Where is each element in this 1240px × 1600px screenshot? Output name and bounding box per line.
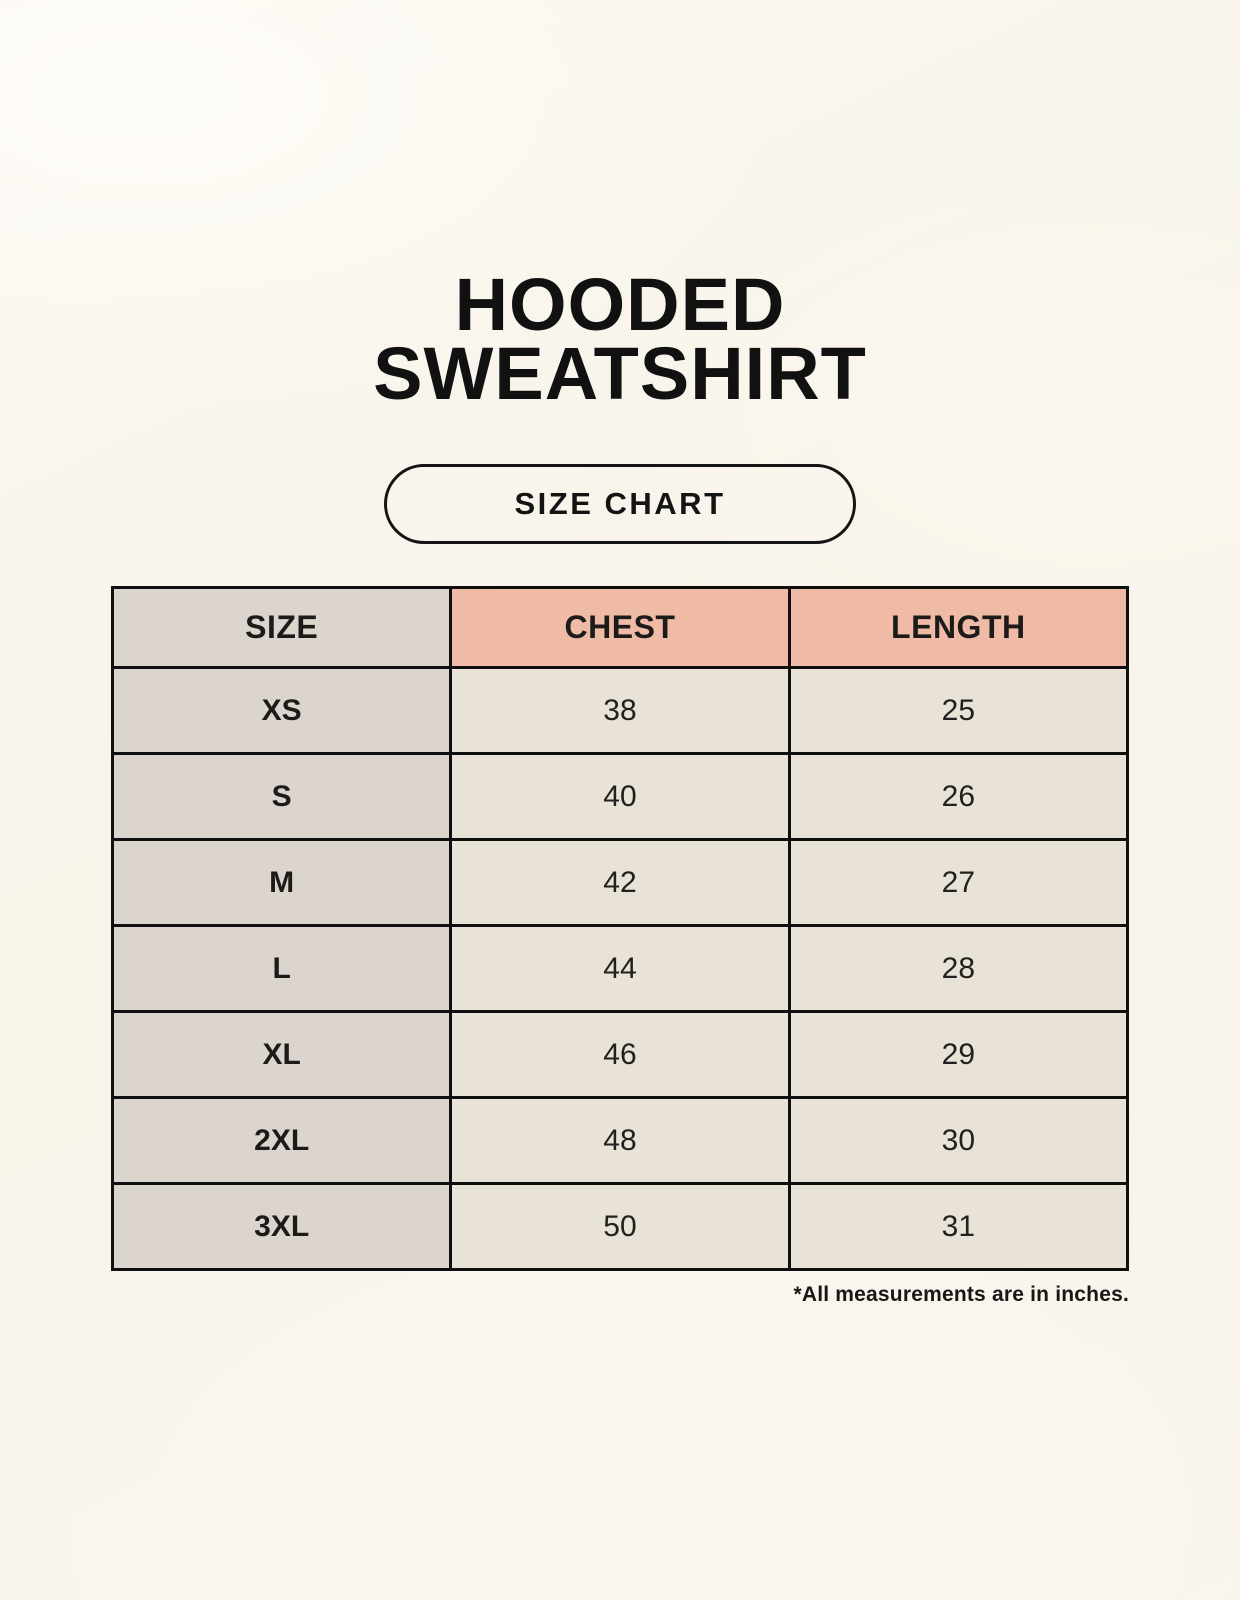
- column-header-chest: CHEST: [449, 586, 791, 669]
- size-cell: XS: [110, 666, 453, 755]
- table-row: 3XL 50 31: [110, 1182, 1130, 1271]
- size-chart-table-container: SIZE CHEST LENGTH XS 38 25 S 40 26 M: [110, 586, 1130, 1307]
- size-chart-badge[interactable]: SIZE CHART: [384, 464, 856, 544]
- length-cell: 28: [787, 924, 1130, 1013]
- size-cell: S: [110, 752, 453, 841]
- size-cell: 3XL: [110, 1182, 453, 1271]
- table-row: S 40 26: [110, 752, 1130, 841]
- size-cell: 2XL: [110, 1096, 453, 1185]
- column-header-length: LENGTH: [787, 586, 1130, 669]
- size-cell: M: [110, 838, 453, 927]
- chest-cell: 48: [449, 1096, 791, 1185]
- table-row: XS 38 25: [110, 666, 1130, 755]
- chest-cell: 40: [449, 752, 791, 841]
- page-title: HOODED SWEATSHIRT: [373, 268, 867, 411]
- page-title-line1: HOODED: [454, 263, 786, 346]
- chest-cell: 44: [449, 924, 791, 1013]
- table-row: XL 46 29: [110, 1010, 1130, 1099]
- size-cell: L: [110, 924, 453, 1013]
- table-header-row: SIZE CHEST LENGTH: [110, 586, 1130, 669]
- chest-cell: 46: [449, 1010, 791, 1099]
- page-title-line2: SWEATSHIRT: [373, 332, 867, 415]
- table-row: M 42 27: [110, 838, 1130, 927]
- chest-cell: 42: [449, 838, 791, 927]
- length-cell: 29: [787, 1010, 1130, 1099]
- length-cell: 31: [787, 1182, 1130, 1271]
- chest-cell: 50: [449, 1182, 791, 1271]
- size-chart-table: SIZE CHEST LENGTH XS 38 25 S 40 26 M: [110, 586, 1130, 1271]
- size-cell: XL: [110, 1010, 453, 1099]
- length-cell: 25: [787, 666, 1130, 755]
- column-header-size: SIZE: [110, 586, 453, 669]
- table-row: L 44 28: [110, 924, 1130, 1013]
- length-cell: 27: [787, 838, 1130, 927]
- length-cell: 30: [787, 1096, 1130, 1185]
- table-row: 2XL 48 30: [110, 1096, 1130, 1185]
- chest-cell: 38: [449, 666, 791, 755]
- measurements-footnote: *All measurements are in inches.: [793, 1283, 1129, 1306]
- length-cell: 26: [787, 752, 1130, 841]
